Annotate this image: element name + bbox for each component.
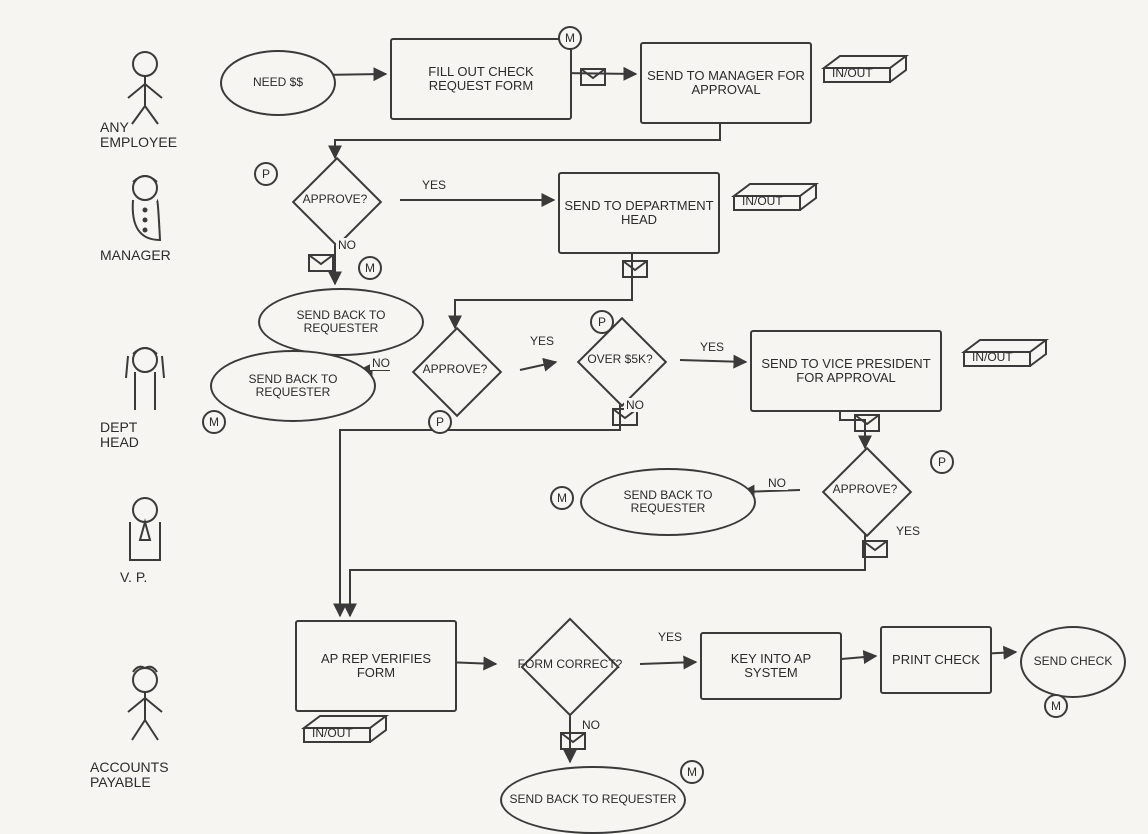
role-depthead: DEPTHEAD [100,420,139,451]
badge-m: M [550,486,574,510]
badge-p: P [254,162,278,186]
node-senddept: SEND TO DEPARTMENT HEAD [558,172,720,254]
node-sendback2: SEND BACK TO REQUESTER [210,350,376,422]
edge-label: NO [580,718,602,732]
manager-icon [133,176,160,240]
node-sendcheck: SEND CHECK [1020,626,1126,698]
edge-label: NO [370,356,392,370]
node-sendback4: SEND BACK TO REQUESTER [500,766,686,834]
node-approve3: APPROVE? [800,450,930,530]
node-keyap: KEY INTO AP SYSTEM [700,632,842,700]
edge-label: NO [336,238,358,252]
role-vp: V. P. [120,570,147,585]
node-sendvp: SEND TO VICE PRESIDENT FOR APPROVAL [750,330,942,412]
edge-label: YES [420,178,448,192]
node-printcheck: PRINT CHECK [880,626,992,694]
badge-m: M [1044,694,1068,718]
badge-m: M [358,256,382,280]
edge-label: NO [624,398,646,412]
badge-m: M [202,410,226,434]
badge-p: P [428,410,452,434]
node-approve2: APPROVE? [390,330,520,410]
node-apverify: AP REP VERIFIES FORM [295,620,457,712]
role-manager: MANAGER [100,248,171,263]
node-sendmgr: SEND TO MANAGER FOR APPROVAL [640,42,812,124]
employee-icon [128,52,162,124]
node-formcorrect: FORM CORRECT? [500,620,640,710]
badge-p: P [930,450,954,474]
badge-p: P [590,310,614,334]
node-need: NEED $$ [220,50,336,116]
edge-label: NO [766,476,788,490]
edge-label: YES [894,524,922,538]
badge-m: M [680,760,704,784]
depthead-icon [126,348,164,410]
badge-m: M [558,26,582,50]
node-fillout: FILL OUT CHECK REQUEST FORM [390,38,572,120]
node-over5k: OVER $5K? [560,320,680,400]
role-ap: ACCOUNTSPAYABLE [90,760,169,791]
edge-label: YES [656,630,684,644]
edge-label: YES [528,334,556,348]
vp-icon [130,498,160,560]
node-approve1: APPROVE? [270,160,400,240]
node-sendback3: SEND BACK TO REQUESTER [580,468,756,536]
role-employee: ANYEMPLOYEE [100,120,177,151]
edge-label: YES [698,340,726,354]
ap-icon [128,667,162,740]
